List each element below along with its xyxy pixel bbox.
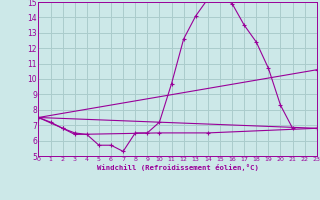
X-axis label: Windchill (Refroidissement éolien,°C): Windchill (Refroidissement éolien,°C) [97, 164, 259, 171]
